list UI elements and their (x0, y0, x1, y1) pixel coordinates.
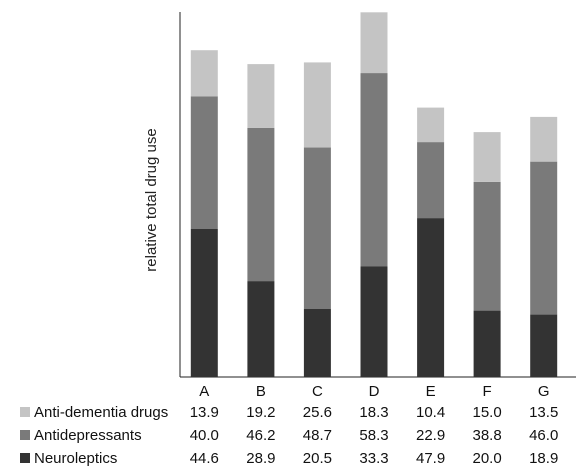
bar-C-anti-dementia-drugs (303, 62, 331, 148)
x-tick-label: E (426, 383, 436, 400)
bar-A-neuroleptics (190, 229, 218, 377)
bar-B-anti-dementia-drugs (247, 64, 275, 128)
table-cell: 40.0 (190, 427, 219, 444)
bar-A-antidepressants (190, 96, 218, 229)
bar-E-antidepressants (417, 142, 445, 219)
x-tick-label: A (199, 383, 209, 400)
bar-G-antidepressants (530, 161, 558, 315)
table-cell: 22.9 (416, 427, 445, 444)
table-cell: 19.2 (246, 404, 275, 421)
y-axis-label: relative total drug use (143, 128, 160, 271)
table-cell: 10.4 (416, 404, 445, 421)
bar-A-anti-dementia-drugs (190, 50, 218, 97)
table-cell: 58.3 (359, 427, 388, 444)
legend-label: Anti-dementia drugs (34, 404, 168, 421)
table-cell: 46.0 (529, 427, 558, 444)
legend-swatch (20, 430, 30, 440)
table-cell: 44.6 (190, 450, 219, 467)
bars-group (190, 12, 558, 377)
table-cell: 33.3 (359, 450, 388, 467)
bar-C-neuroleptics (303, 309, 331, 377)
x-tick-labels: A B C D E F G (199, 383, 549, 400)
legend-label: Neuroleptics (34, 450, 117, 467)
table-cell: 20.0 (472, 450, 501, 467)
x-tick-label: G (538, 383, 550, 400)
bar-F-antidepressants (473, 181, 501, 311)
table-cell: 38.8 (472, 427, 501, 444)
table-cell: 18.9 (529, 450, 558, 467)
bar-G-neuroleptics (530, 314, 558, 377)
legend-label: Antidepressants (34, 427, 142, 444)
table-cell: 13.5 (529, 404, 558, 421)
x-tick-label: C (312, 383, 323, 400)
table-cell: 20.5 (303, 450, 332, 467)
bar-D-antidepressants (360, 73, 388, 267)
bar-F-neuroleptics (473, 310, 501, 377)
x-tick-label: F (483, 383, 492, 400)
table-cell: 18.3 (359, 404, 388, 421)
table-cell: 46.2 (246, 427, 275, 444)
bar-C-antidepressants (303, 147, 331, 309)
x-tick-label: B (256, 383, 266, 400)
bar-E-neuroleptics (417, 218, 445, 377)
bar-G-anti-dementia-drugs (530, 116, 558, 162)
data-table: Anti-dementia drugs 13.9 19.2 25.6 18.3 10.4 1… (20, 404, 558, 467)
bar-D-neuroleptics (360, 266, 388, 377)
bar-F-anti-dementia-drugs (473, 132, 501, 182)
table-cell: 48.7 (303, 427, 332, 444)
bar-B-neuroleptics (247, 281, 275, 377)
x-tick-label: D (369, 383, 380, 400)
bar-D-anti-dementia-drugs (360, 12, 388, 74)
table-cell: 47.9 (416, 450, 445, 467)
table-cell: 25.6 (303, 404, 332, 421)
table-cell: 28.9 (246, 450, 275, 467)
table-cell: 13.9 (190, 404, 219, 421)
legend-swatch (20, 453, 30, 463)
table-cell: 15.0 (472, 404, 501, 421)
legend-swatch (20, 407, 30, 417)
bar-E-anti-dementia-drugs (417, 107, 445, 143)
bar-B-antidepressants (247, 127, 275, 282)
